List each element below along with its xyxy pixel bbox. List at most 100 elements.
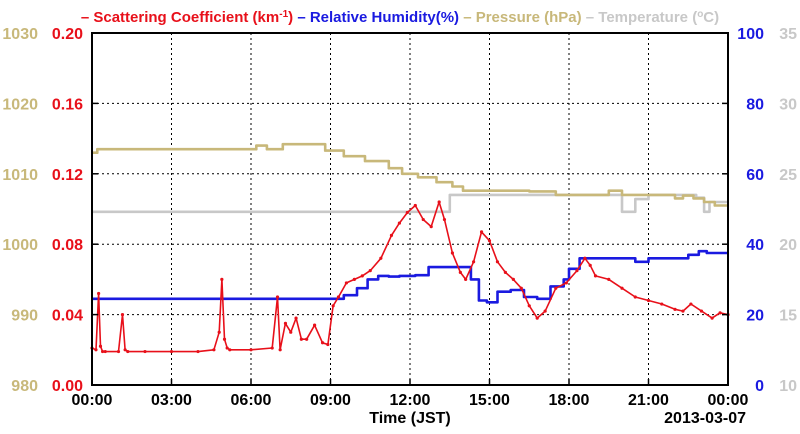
scattering-point <box>336 295 341 299</box>
x-tick-label: 00:00 <box>708 392 749 409</box>
humidity-tick-label: 100 <box>737 26 764 43</box>
scattering-point <box>673 307 677 311</box>
scattering-point <box>699 309 704 313</box>
x-tick-label: 18:00 <box>549 392 590 409</box>
scattering-point <box>313 323 317 327</box>
scattering-point <box>464 277 468 281</box>
legend-superscript: -1 <box>279 9 288 20</box>
scattering-point <box>535 316 539 320</box>
scattering-point <box>116 349 121 354</box>
scattering-point <box>710 316 714 320</box>
scattering-tick-label: 0.08 <box>52 237 83 254</box>
scattering-point <box>442 217 447 222</box>
pressure-tick-label: 1020 <box>2 96 38 113</box>
humidity-tick-label: 20 <box>746 308 764 325</box>
legend-entry: – Relative Humidity(%) <box>293 9 459 26</box>
scattering-point <box>437 200 441 204</box>
scattering-point <box>583 256 587 260</box>
scattering-point <box>344 281 348 285</box>
scattering-point <box>588 263 592 267</box>
legend-entry: – Temperature ( <box>582 9 698 26</box>
scattering-point <box>458 270 462 274</box>
scattering-point <box>331 304 335 308</box>
temperature-tick-label: 10 <box>779 378 797 395</box>
scattering-point <box>487 239 492 243</box>
scattering-point <box>352 277 356 281</box>
legend-row: – Scattering Coefficient (km-1) – Relati… <box>81 9 719 27</box>
scattering-point <box>646 298 651 303</box>
scattering-point <box>368 269 372 273</box>
legend-entry: – Pressure (hPa) <box>459 9 582 26</box>
grid <box>92 33 728 385</box>
scattering-tick-label: 0.20 <box>52 26 83 43</box>
scattering-point <box>495 260 500 264</box>
temperature-tick-label: 25 <box>779 167 797 184</box>
scattering-point <box>94 348 98 352</box>
scattering-point <box>103 349 107 354</box>
scattering-point <box>123 348 127 352</box>
x-tick-label: 09:00 <box>310 392 351 409</box>
humidity-tick-label: 60 <box>746 167 764 184</box>
humidity-tick-label: 80 <box>746 96 764 113</box>
scattering-point <box>429 225 433 229</box>
scattering-point <box>283 321 288 325</box>
scattering-point <box>718 311 722 315</box>
x-tick-label: 06:00 <box>231 392 272 409</box>
pressureline <box>92 142 728 207</box>
pressure-tick-label: 1010 <box>2 167 38 184</box>
temperature-tick-label: 35 <box>779 26 797 43</box>
scattering-point <box>554 286 558 290</box>
humidity-tick-label: 40 <box>746 237 764 254</box>
humidity-tick-label: 0 <box>755 378 764 395</box>
scattering-point <box>413 203 417 208</box>
temperature-tick-label: 30 <box>779 96 797 113</box>
scattering-point <box>593 274 598 278</box>
legend-entry-close: C) <box>703 9 719 26</box>
pressure-tick-label: 990 <box>11 308 38 325</box>
scattering-point <box>633 295 637 299</box>
scattering-point <box>294 316 298 320</box>
temperature-tick-label: 15 <box>779 308 797 325</box>
scattering-point <box>169 349 174 354</box>
scattering-point <box>196 349 200 354</box>
scattering-point <box>405 210 409 215</box>
scattering-point <box>97 291 101 296</box>
legend-entry-close: ) <box>288 9 293 26</box>
scattering-point <box>511 277 515 281</box>
scattering-point <box>326 342 330 347</box>
scattering-point <box>379 256 383 260</box>
scattering-point <box>607 277 611 281</box>
x-tick-label: 21:00 <box>628 392 669 409</box>
scattering-tick-label: 0.04 <box>52 308 83 325</box>
scattering-point <box>620 286 624 290</box>
scattering-point <box>421 217 425 222</box>
scattering-point <box>143 349 147 354</box>
x-axis-title: Time (JST) <box>369 410 451 427</box>
scattering-tick-label: 0.16 <box>52 96 83 113</box>
x-tick-label: 03:00 <box>151 392 192 409</box>
scattering-point <box>519 286 523 290</box>
scattering-point <box>305 337 309 341</box>
scattering-point <box>228 348 232 352</box>
scattering-point <box>98 344 103 348</box>
scattering-point <box>217 330 221 334</box>
scattering-point <box>360 274 364 278</box>
scattering-point <box>543 309 547 313</box>
scattering-point <box>225 346 229 350</box>
pressure-tick-label: 1030 <box>2 26 38 43</box>
x-tick-label: 00:00 <box>72 392 113 409</box>
scattering-point <box>527 304 531 308</box>
scattering-point <box>450 251 454 255</box>
scattering-point <box>320 341 325 345</box>
scattering-point <box>212 348 216 352</box>
scattering-point <box>222 337 227 341</box>
scattering-point <box>564 281 568 285</box>
scattering-point <box>575 269 579 273</box>
scattering-point <box>270 346 274 350</box>
scattering-point <box>278 348 282 352</box>
scattering-tick-label: 0.00 <box>52 378 83 395</box>
series-layer <box>90 142 730 354</box>
scattering-point <box>120 313 125 317</box>
